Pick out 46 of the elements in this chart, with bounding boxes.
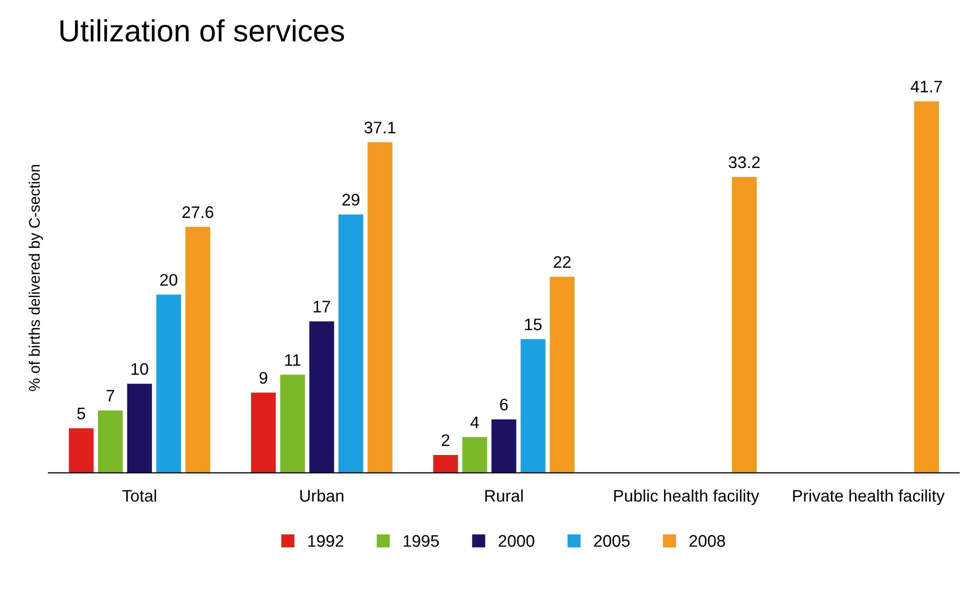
x-tick-label: Rural	[485, 489, 523, 502]
bar	[280, 374, 305, 473]
data-label: 9	[260, 372, 268, 384]
bar	[251, 392, 276, 473]
data-label: 27.6	[182, 206, 214, 218]
bar	[309, 321, 334, 473]
data-label: 10	[132, 363, 148, 375]
data-label: 11	[285, 354, 300, 366]
bar	[156, 294, 182, 473]
x-tick-label: Public health facility	[614, 489, 760, 506]
data-label: 22	[554, 256, 571, 268]
bar	[491, 419, 516, 473]
bar	[185, 226, 210, 473]
data-label: 29	[342, 194, 360, 206]
chart-title: Utilization of services	[60, 19, 344, 42]
data-label: 6	[500, 398, 508, 410]
y-axis-title: % of births delivered by C-section	[28, 164, 43, 392]
data-label: 15	[525, 318, 542, 330]
bar	[338, 214, 364, 473]
bar	[914, 101, 939, 473]
bar	[68, 428, 94, 473]
data-label: 2	[442, 434, 450, 446]
legend-label: 1992	[308, 535, 344, 547]
data-label: 4	[470, 416, 479, 428]
data-label: 20	[160, 274, 178, 286]
x-tick-label: Private health facility	[793, 489, 945, 506]
data-label: 5	[77, 408, 86, 420]
bar	[127, 384, 152, 473]
bar	[433, 454, 458, 473]
legend-label: 2008	[689, 535, 726, 547]
data-label: 41.7	[910, 80, 942, 92]
legend-label: 2000	[498, 535, 534, 547]
data-label: 37.1	[364, 122, 396, 134]
data-label: 7	[106, 390, 114, 402]
bar	[550, 276, 575, 473]
x-tick-label: Urban	[300, 489, 344, 502]
legend-label: 1995	[404, 535, 439, 547]
bar	[732, 177, 757, 473]
bar	[462, 437, 488, 473]
data-label: 33.2	[728, 156, 760, 168]
bar	[368, 142, 392, 473]
legend-label: 2005	[594, 535, 630, 547]
bar	[98, 410, 123, 473]
x-tick-label: Total	[122, 489, 156, 502]
data-label: 17	[314, 300, 330, 312]
bar	[520, 339, 546, 473]
